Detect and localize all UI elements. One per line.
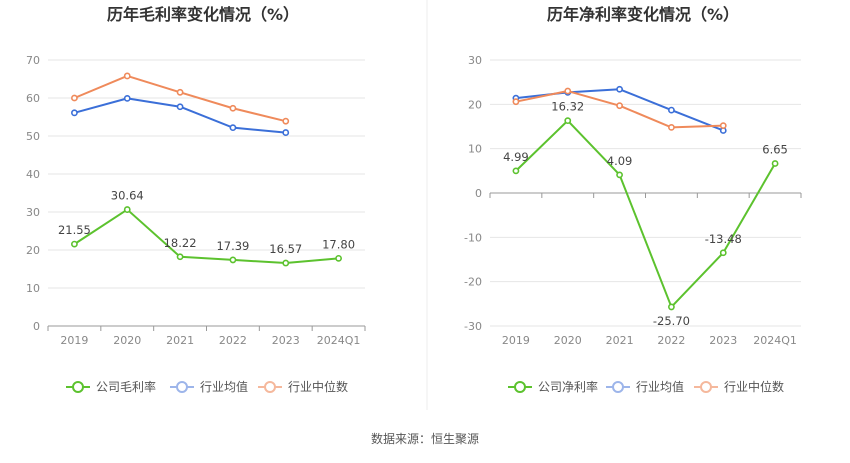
data-point-industry-mean[interactable]	[229, 124, 237, 132]
data-label: 4.99	[503, 150, 529, 164]
y-tick-label: -30	[464, 320, 482, 333]
legend-circle-icon	[72, 381, 84, 393]
net-margin-chart: 历年净利率变化情况（%） -30 -20 -10 0 10 20 30 2019 2020 2021…	[464, 5, 802, 394]
y-tick-label: 60	[26, 92, 40, 105]
x-tick-label: 2021	[606, 334, 634, 347]
data-label: 6.65	[762, 143, 788, 157]
data-point-industry-mean[interactable]	[71, 109, 78, 117]
y-tick-label: -20	[464, 276, 482, 289]
legend-item-company[interactable]: 公司毛利率	[66, 379, 156, 394]
data-point-industry-median[interactable]	[123, 72, 131, 80]
data-label: 30.64	[111, 189, 144, 203]
data-point-company[interactable]	[512, 167, 520, 175]
data-point-company[interactable]	[176, 253, 184, 261]
data-label: 4.09	[607, 154, 633, 168]
y-tick-label: 30	[26, 206, 40, 219]
data-point-industry-median[interactable]	[564, 87, 572, 95]
data-point-company[interactable]	[616, 171, 623, 179]
data-label: 18.22	[164, 236, 197, 250]
y-tick-label: 20	[26, 244, 40, 257]
y-tick-label: -10	[464, 231, 482, 244]
data-label: -25.70	[653, 314, 690, 328]
series-line-industry-median	[515, 90, 724, 129]
y-tick-label: 30	[468, 54, 482, 67]
y-tick-label: 70	[26, 54, 40, 67]
data-source: 数据来源：恒生聚源	[371, 431, 479, 446]
x-tick-label: 2020	[113, 334, 141, 347]
x-tick-label: 2023	[272, 334, 300, 347]
legend-item-industry-mean[interactable]: 行业均值	[606, 379, 684, 394]
legend-item-industry-median[interactable]: 行业中位数	[694, 379, 784, 394]
series-line-company	[73, 208, 339, 265]
data-point-industry-median[interactable]	[71, 94, 78, 102]
data-point-company[interactable]	[564, 117, 572, 125]
data-point-company[interactable]	[719, 249, 727, 257]
legend-item-company[interactable]: 公司净利率	[508, 379, 598, 394]
data-point-company[interactable]	[71, 240, 78, 248]
data-point-company[interactable]	[282, 259, 290, 267]
x-tick-label: 2022	[219, 334, 247, 347]
legend-circle-icon	[176, 381, 188, 393]
y-tick-label: 50	[26, 130, 40, 143]
y-tick-label: 40	[26, 168, 40, 181]
data-label: 16.32	[551, 100, 584, 114]
x-tick-label: 2022	[657, 334, 685, 347]
x-tick-label: 2021	[166, 334, 194, 347]
x-tick-label: 2020	[554, 334, 582, 347]
data-point-industry-mean[interactable]	[668, 106, 675, 114]
x-tick-label: 2019	[502, 334, 530, 347]
data-point-company[interactable]	[335, 254, 342, 262]
data-point-company[interactable]	[771, 160, 779, 167]
gross-margin-chart: 历年毛利率变化情况（%） 0 10 20 30 40 50 60 70 2019 2020 2021 2…	[26, 5, 366, 394]
chart-title: 历年毛利率变化情况（%）	[107, 5, 299, 24]
legend-label: 公司净利率	[538, 379, 598, 394]
data-point-industry-mean[interactable]	[176, 103, 184, 111]
series-line-industry-median	[74, 74, 286, 123]
y-tick-label: 20	[468, 98, 482, 111]
data-point-company[interactable]	[123, 206, 131, 213]
data-point-industry-mean[interactable]	[282, 129, 290, 136]
data-point-industry-median[interactable]	[282, 117, 290, 125]
legend-label: 行业中位数	[724, 379, 784, 394]
legend-circle-icon	[264, 381, 276, 393]
data-point-industry-mean[interactable]	[123, 94, 131, 102]
data-point-company[interactable]	[668, 303, 675, 311]
data-point-industry-median[interactable]	[512, 98, 520, 106]
x-tick-label: 2019	[60, 334, 88, 347]
y-tick-label: 0	[475, 187, 482, 200]
y-tick-label: 10	[26, 282, 40, 295]
legend-label: 行业中位数	[288, 379, 348, 394]
x-tick-label: 2024Q1	[317, 334, 361, 347]
data-label: 21.55	[58, 223, 91, 237]
data-label: 17.80	[322, 237, 355, 251]
data-label: -13.48	[705, 232, 742, 246]
legend-item-industry-mean[interactable]: 行业均值	[170, 379, 248, 394]
data-label: 17.39	[216, 239, 249, 253]
legend-label: 公司毛利率	[96, 379, 156, 394]
legend-item-industry-median[interactable]: 行业中位数	[258, 379, 348, 394]
y-tick-label: 0	[33, 320, 40, 333]
data-point-industry-median[interactable]	[668, 123, 675, 131]
legend-circle-icon	[700, 381, 712, 393]
y-tick-label: 10	[468, 143, 482, 156]
x-tick-label: 2024Q1	[753, 334, 797, 347]
data-point-company[interactable]	[229, 256, 237, 264]
chart-title: 历年净利率变化情况（%）	[547, 5, 739, 24]
x-tick-label: 2023	[709, 334, 737, 347]
data-point-industry-median[interactable]	[229, 104, 237, 112]
legend-label: 行业均值	[636, 379, 684, 394]
data-point-industry-mean[interactable]	[616, 85, 623, 93]
data-point-industry-median[interactable]	[616, 102, 623, 110]
data-point-industry-median[interactable]	[176, 88, 184, 96]
legend-label: 行业均值	[200, 379, 248, 394]
legend-circle-icon	[612, 381, 624, 393]
data-label: 16.57	[269, 242, 302, 256]
legend-circle-icon	[514, 381, 526, 393]
series-line-company	[515, 119, 776, 308]
data-point-industry-median[interactable]	[719, 122, 727, 130]
